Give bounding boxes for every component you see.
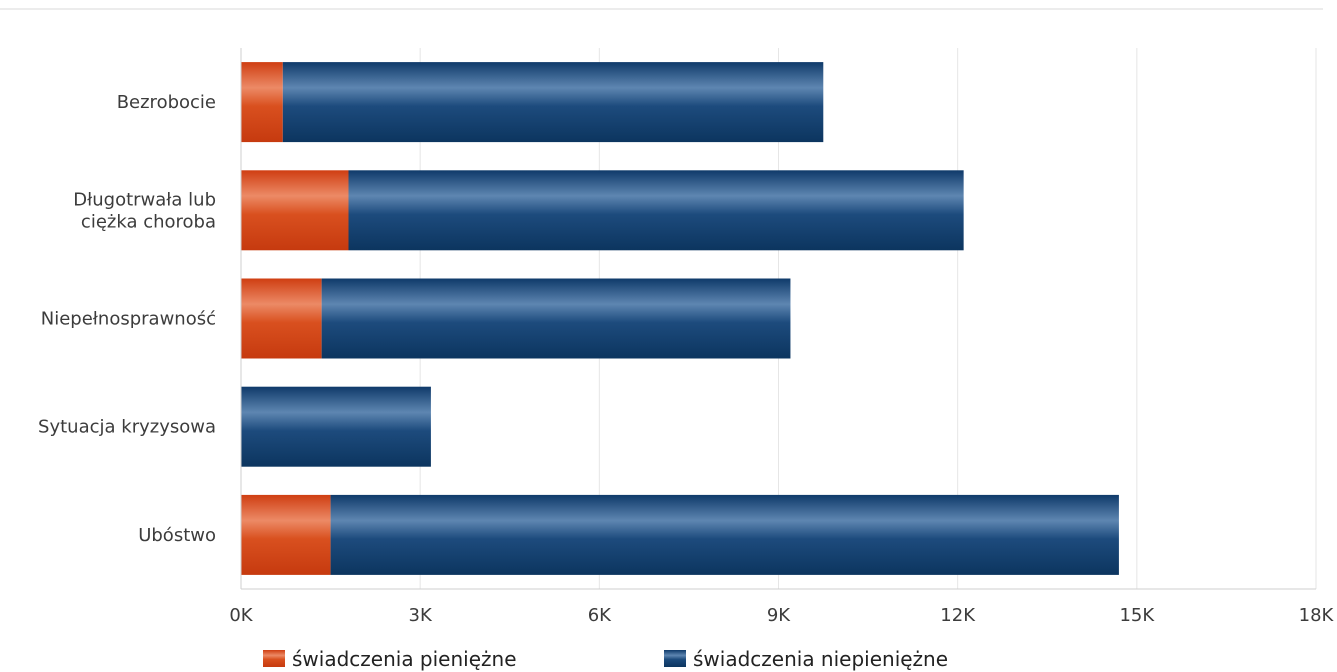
category-label: Niepełnosprawność (41, 309, 216, 330)
category-label: Bezrobocie (117, 92, 216, 113)
x-tick-label: 9K (767, 605, 791, 626)
category-labels: Bezrobocie Długotrwała lub ciężka choroba N… (38, 92, 216, 546)
legend-swatch (263, 650, 285, 667)
bar-segment-niepieniezne[interactable] (330, 494, 1119, 575)
legend-swatch (664, 650, 686, 667)
legend-label: świadczenia niepieniężne (693, 647, 948, 671)
bar-segment-niepieniezne[interactable] (348, 170, 964, 251)
x-tick-label: 3K (409, 605, 433, 626)
x-tick-label: 18K (1299, 605, 1335, 626)
axes (240, 48, 1316, 590)
category-label: Ubóstwo (138, 525, 216, 546)
x-tick-label: 0K (229, 605, 253, 626)
bar-segment-pieniezne[interactable] (241, 170, 349, 251)
bar-segment-niepieniezne[interactable] (321, 278, 791, 359)
category-label: Długotrwała lub ciężka choroba (73, 189, 216, 232)
x-tick-label: 12K (940, 605, 976, 626)
x-tick-label: 15K (1119, 605, 1155, 626)
legend: świadczenia pieniężne świadczenia niepien… (263, 647, 948, 671)
bar-segment-pieniezne[interactable] (241, 62, 283, 143)
bar-segment-pieniezne[interactable] (241, 494, 331, 575)
x-tick-label: 6K (588, 605, 612, 626)
bars (241, 62, 1119, 575)
legend-item[interactable]: świadczenia pieniężne (263, 647, 517, 671)
bar-segment-pieniezne[interactable] (241, 278, 322, 359)
category-label: Sytuacja kryzysowa (38, 417, 216, 438)
legend-item[interactable]: świadczenia niepieniężne (664, 647, 948, 671)
x-tick-labels: 0K 3K 6K 9K 12K 15K 18K (229, 605, 1334, 626)
top-divider (0, 8, 1323, 10)
bar-segment-niepieniezne[interactable] (241, 386, 431, 467)
bar-segment-niepieniezne[interactable] (282, 62, 824, 143)
legend-label: świadczenia pieniężne (292, 647, 517, 671)
